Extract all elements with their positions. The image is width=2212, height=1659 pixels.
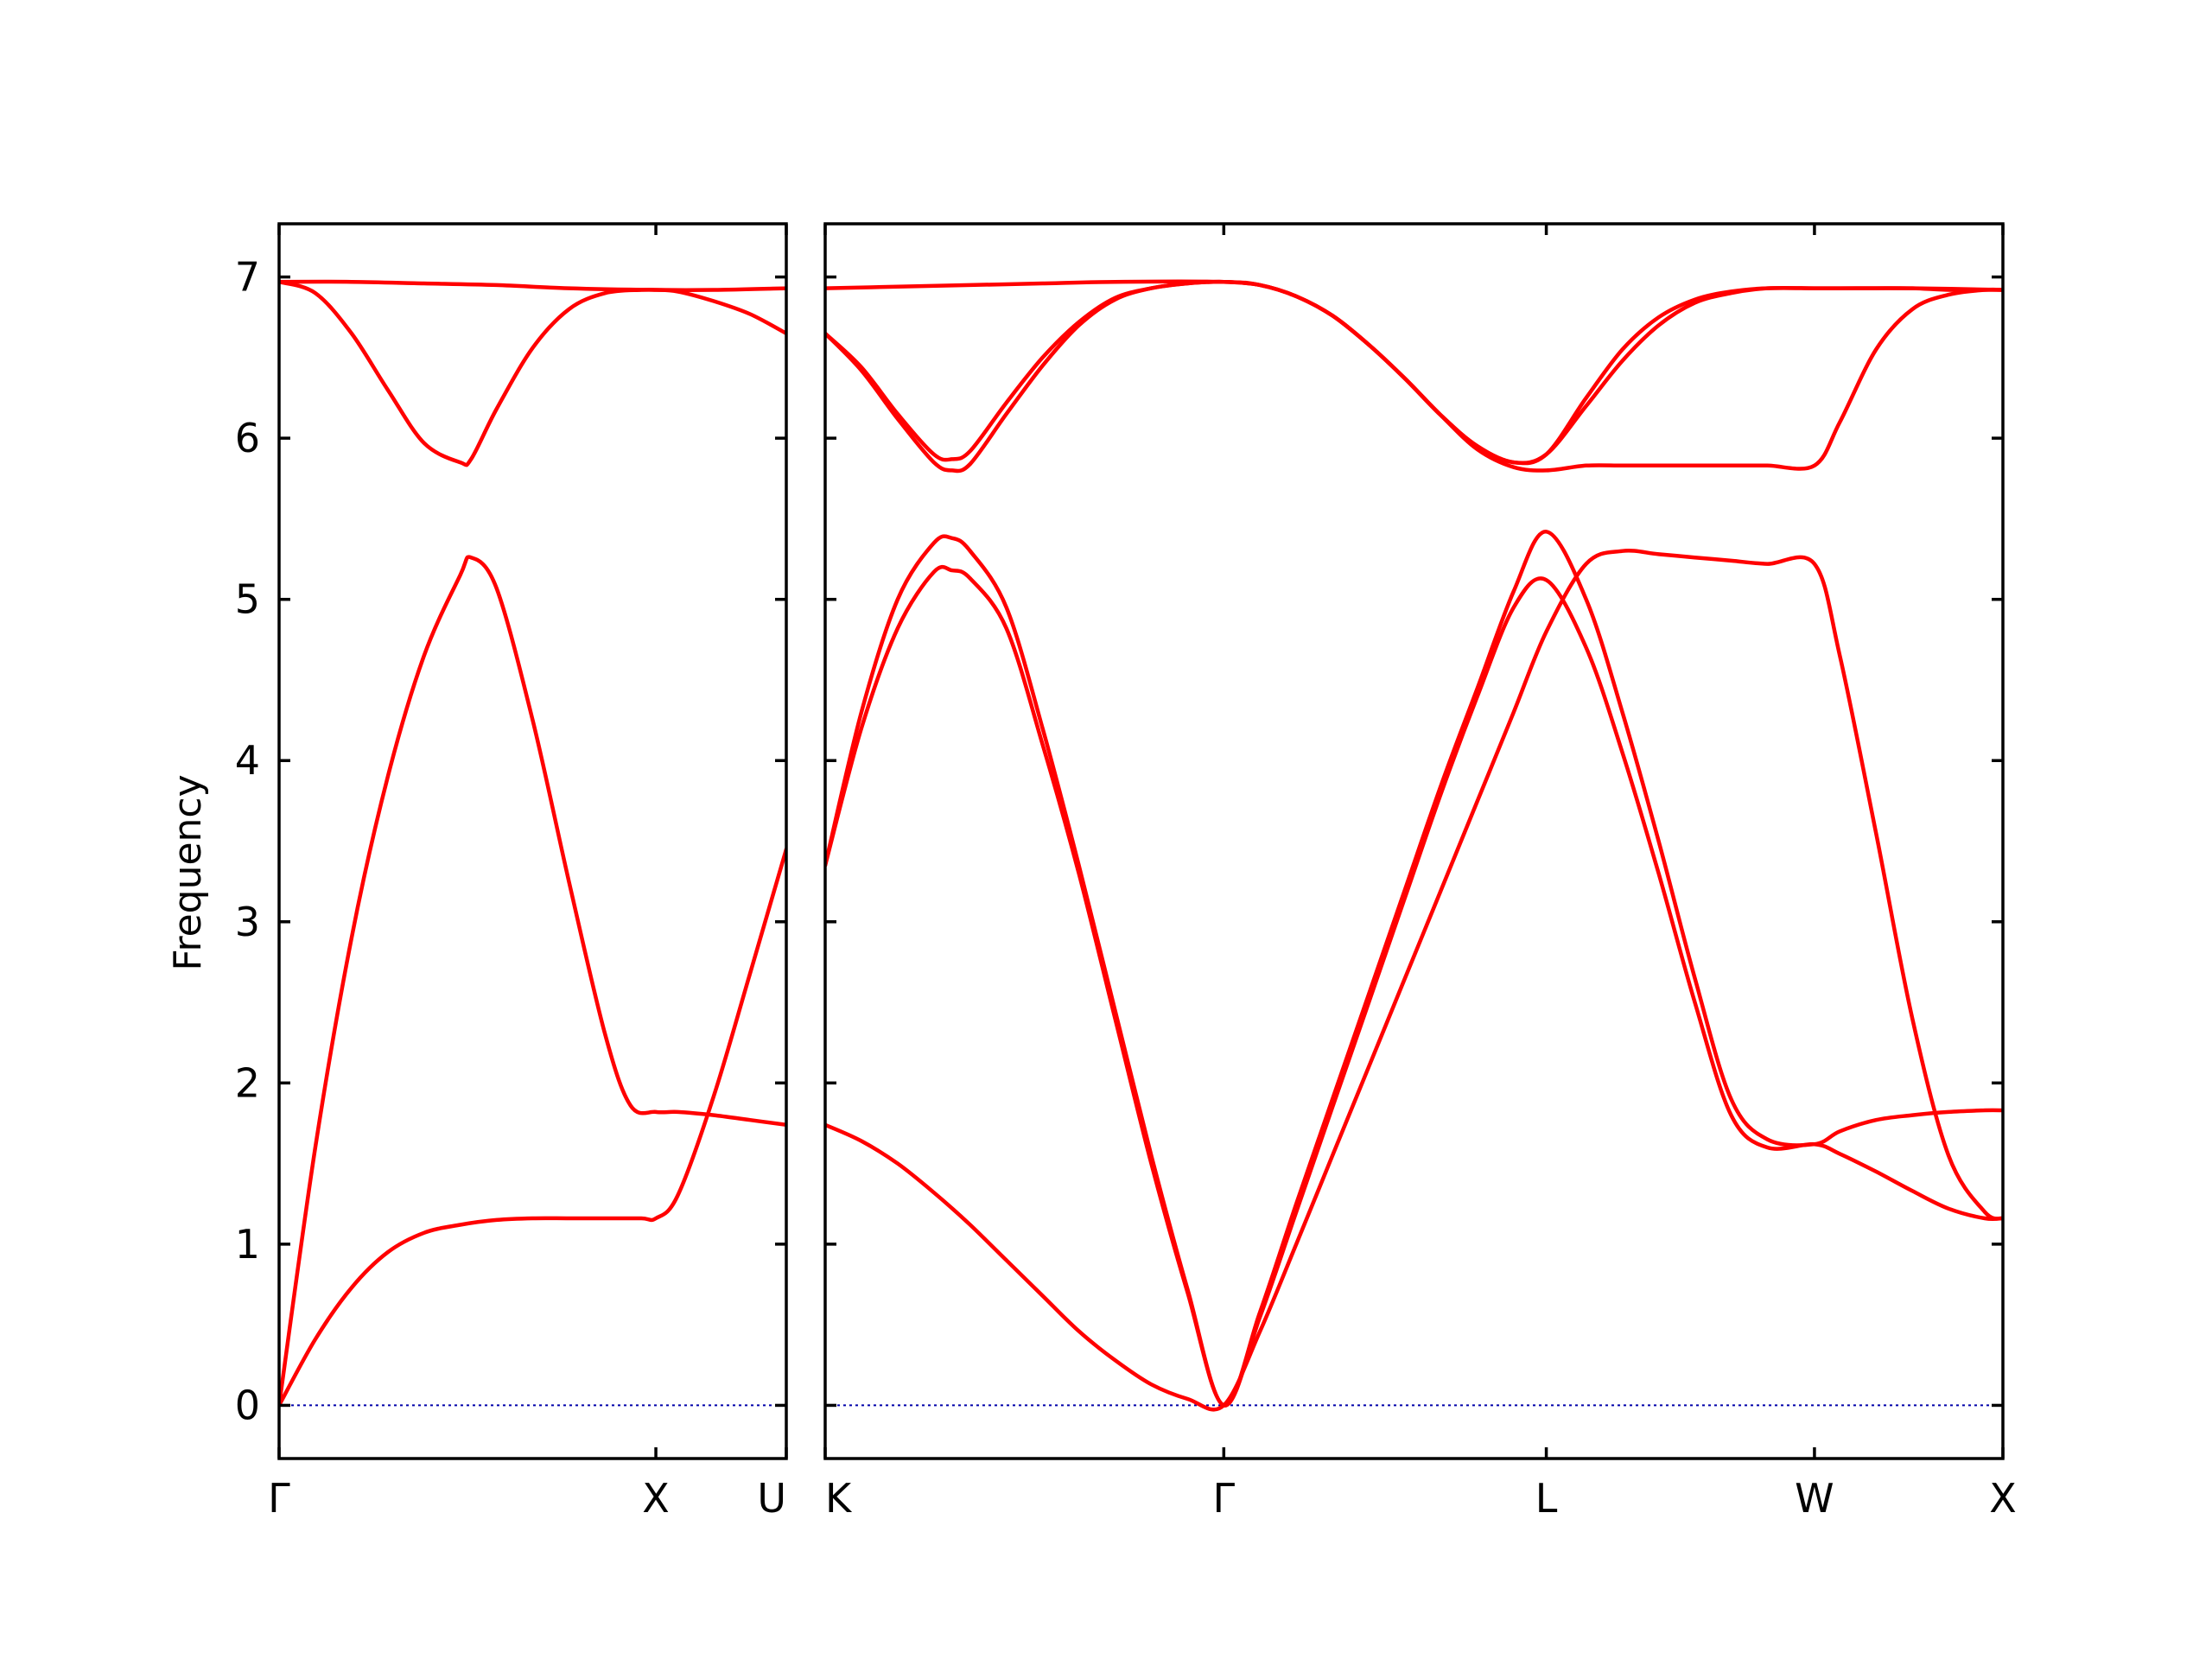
y-tick-label: 5 <box>235 576 260 623</box>
band-lines <box>279 279 786 1408</box>
panel-frame <box>277 222 788 1460</box>
band-line-1 <box>279 847 786 1408</box>
band-lines <box>825 279 2003 1412</box>
band-line-4 <box>279 279 786 292</box>
x-tick-label: Γ <box>1213 1475 1236 1522</box>
x-tick-label: X <box>1989 1475 2017 1522</box>
y-tick-label: 0 <box>235 1382 260 1428</box>
x-tick-label: W <box>1795 1475 1834 1522</box>
plot-panels: 0 1 2 3 4 5 6 7 Γ X U K Γ L W X <box>235 222 2017 1522</box>
y-tick-label: 3 <box>235 899 260 945</box>
band-line-3 <box>279 279 786 467</box>
panel-frame <box>823 222 2005 1460</box>
y-tick-label: 6 <box>235 415 260 461</box>
x-tick-label: L <box>1535 1475 1558 1522</box>
x-tick-label: K <box>825 1475 853 1522</box>
band-line-3 <box>825 530 2003 1408</box>
band-line-2 <box>825 564 2003 1408</box>
band-line-2 <box>279 555 786 1408</box>
y-axis-label: Frequency <box>166 774 210 970</box>
y-tick-label: 4 <box>235 737 260 784</box>
y-tick-label: 2 <box>235 1059 260 1106</box>
band-line-6 <box>825 279 2003 466</box>
x-tick-label: U <box>757 1475 786 1522</box>
band-line-1 <box>825 549 2003 1412</box>
x-tick-label: Γ <box>268 1475 290 1522</box>
y-tick-label: 7 <box>235 254 260 301</box>
y-tick-label: 1 <box>235 1221 260 1268</box>
x-tick-label: X <box>642 1475 670 1522</box>
panel-1: 0 1 2 3 4 5 6 7 Γ X U <box>235 222 788 1522</box>
